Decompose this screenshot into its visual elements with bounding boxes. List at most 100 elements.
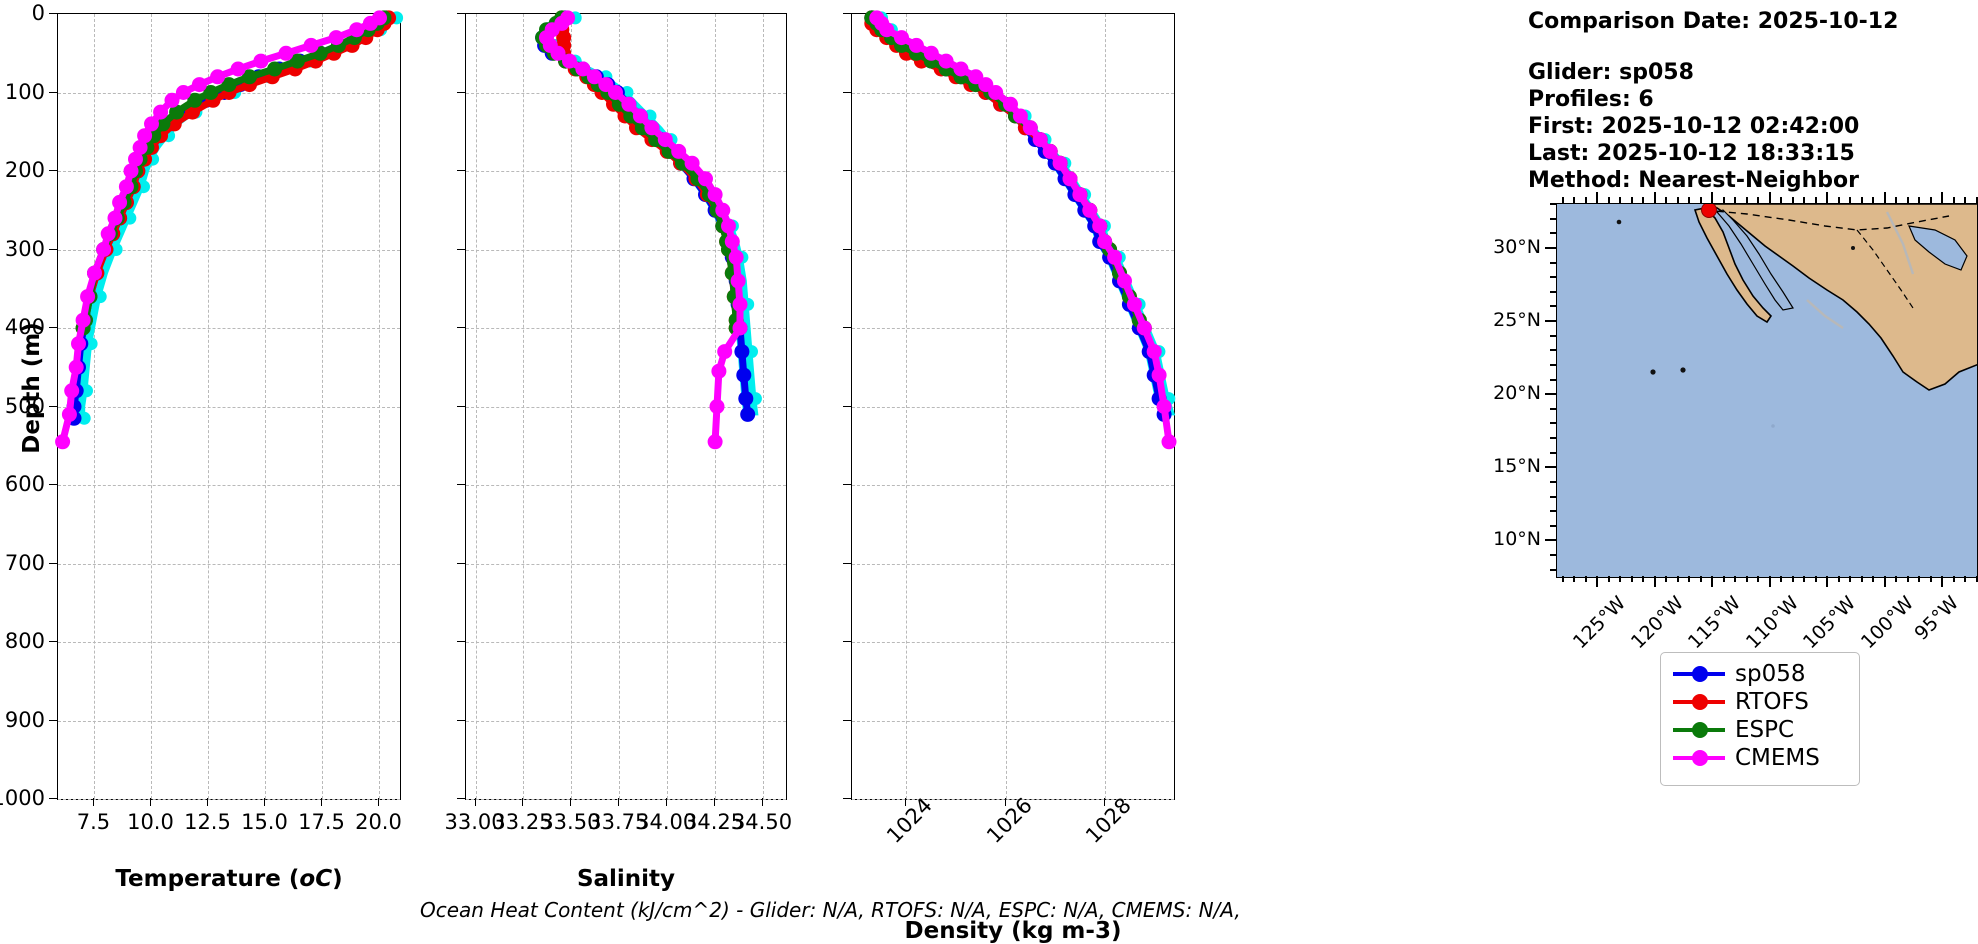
profile-marker-cmems xyxy=(938,53,954,69)
map-lon-minor-tick xyxy=(1929,576,1932,582)
map-lon-minor-tick xyxy=(1734,197,1737,203)
location-map[interactable] xyxy=(1556,203,1978,578)
glider-spread-marker xyxy=(93,290,107,304)
first-profile-time-line: First: 2025-10-12 02:42:00 xyxy=(1528,114,1860,139)
y-gridline xyxy=(58,328,400,329)
y-tick-mark xyxy=(49,641,57,642)
profile-marker-cmems xyxy=(908,37,924,53)
depth-tick-label: 400 xyxy=(4,315,45,339)
map-lat-minor-tick xyxy=(1550,524,1556,527)
map-lon-minor-tick xyxy=(1676,197,1679,203)
y-tick-mark xyxy=(49,170,57,171)
x-tick-mark xyxy=(150,798,152,806)
ocean-heat-content-footer: Ocean Heat Content (kJ/cm^2) - Glider: N… xyxy=(420,898,1241,922)
y-gridline xyxy=(466,642,786,643)
map-lat-minor-tick xyxy=(1550,203,1556,205)
map-lon-minor-tick xyxy=(1964,576,1967,582)
profile-marker-cmems xyxy=(698,171,713,187)
y-gridline xyxy=(466,406,786,408)
map-lon-tick xyxy=(1711,192,1714,203)
map-lon-label: 105°W xyxy=(1799,592,1861,654)
profile-marker-cmems xyxy=(153,104,169,120)
profile-marker-cmems xyxy=(988,85,1004,100)
profile-marker-cmems xyxy=(894,30,909,46)
depth-tick-label: 700 xyxy=(4,550,45,575)
y-gridline xyxy=(466,249,786,251)
y-tick-mark xyxy=(843,719,851,721)
map-lon-minor-tick xyxy=(1573,197,1576,203)
map-lon-minor-tick xyxy=(1584,576,1587,582)
legend-item-cmems[interactable]: CMEMS xyxy=(1661,744,1859,772)
map-lat-minor-tick xyxy=(1550,568,1556,571)
last-profile-time-line: Last: 2025-10-12 18:33:15 xyxy=(1528,141,1855,166)
profile-marker-cmems xyxy=(1012,108,1028,124)
map-lon-minor-tick xyxy=(1607,576,1610,582)
profile-marker-cmems xyxy=(362,15,378,31)
profile-marker-cmems xyxy=(1003,96,1018,112)
profile-marker-cmems xyxy=(107,210,123,226)
profile-marker-cmems xyxy=(164,92,180,108)
profile-marker-cmems xyxy=(1082,202,1098,218)
island-dot-e xyxy=(1851,246,1855,250)
profile-marker-cmems xyxy=(715,202,731,218)
profile-marker-espc xyxy=(203,85,219,100)
series-legend: sp058 RTOFS ESPC CMEMS xyxy=(1660,652,1860,786)
map-lat-minor-tick xyxy=(1550,422,1556,425)
x-tick-label: 15.0 xyxy=(241,810,288,834)
profile-marker-cmems xyxy=(191,77,207,93)
profile-marker-cmems xyxy=(328,30,344,46)
profile-marker-cmems xyxy=(1097,234,1113,250)
depth-tick-label: 100 xyxy=(4,79,45,104)
map-lon-minor-tick xyxy=(1676,576,1679,582)
profile-line-cmems xyxy=(543,14,744,446)
profile-marker-espc xyxy=(221,77,237,93)
map-lon-minor-tick xyxy=(1791,197,1794,203)
y-tick-mark xyxy=(843,798,851,799)
x-tick-mark xyxy=(762,798,763,806)
profile-marker-cmems xyxy=(923,45,939,61)
profile-marker-cmems xyxy=(71,336,86,352)
profile-marker-cmems xyxy=(728,249,744,265)
profile-marker-cmems xyxy=(128,151,143,167)
profile-marker-cmems xyxy=(1126,296,1142,312)
y-tick-mark xyxy=(49,798,57,799)
x-tick-mark xyxy=(1103,798,1105,806)
x-tick-label: 7.5 xyxy=(76,810,111,834)
y-tick-mark xyxy=(49,719,57,721)
profile-marker-cmems xyxy=(87,265,102,281)
profile-marker-cmems xyxy=(230,61,246,77)
profile-marker-cmems xyxy=(1151,367,1167,383)
profile-marker-cmems xyxy=(349,22,365,38)
profile-marker-cmems xyxy=(586,69,602,85)
legend-label-espc: ESPC xyxy=(1735,717,1795,743)
y-tick-mark xyxy=(49,484,57,485)
temperature-plot-area xyxy=(55,10,404,800)
map-lon-minor-tick xyxy=(1734,576,1737,582)
map-lat-label: 25°N xyxy=(1493,309,1541,332)
profile-marker-cmems xyxy=(657,132,673,148)
x-tick-label: 1028 xyxy=(1080,793,1136,848)
depth-tick-label: 0 xyxy=(31,1,45,25)
legend-item-rtofs[interactable]: RTOFS xyxy=(1661,688,1859,716)
legend-swatch-sp058 xyxy=(1673,666,1725,682)
map-lat-minor-tick xyxy=(1550,290,1556,293)
legend-label-rtofs: RTOFS xyxy=(1735,689,1809,715)
map-lon-tick xyxy=(1883,576,1886,587)
y-tick-mark xyxy=(457,484,465,485)
legend-item-espc[interactable]: ESPC xyxy=(1661,716,1859,744)
map-lon-minor-tick xyxy=(1630,576,1633,582)
density-panel: Density (kg m-3) 1024 1026 1028 xyxy=(790,0,1200,944)
profile-marker-cmems xyxy=(709,399,725,414)
legend-item-sp058[interactable]: sp058 xyxy=(1661,660,1859,688)
land-mass-path xyxy=(1708,204,1977,391)
density-plot-area xyxy=(851,10,1177,800)
profile-marker-cmems xyxy=(64,383,80,399)
y-tick-mark xyxy=(843,13,851,14)
map-lon-minor-tick xyxy=(1619,576,1622,582)
gulf-coast-bay-path xyxy=(1908,225,1968,271)
depth-tick-label: 500 xyxy=(4,393,45,418)
y-tick-mark xyxy=(457,170,465,171)
map-lon-minor-tick xyxy=(1607,197,1610,203)
y-gridline xyxy=(852,171,1174,172)
profile-marker-cmems xyxy=(75,312,91,328)
